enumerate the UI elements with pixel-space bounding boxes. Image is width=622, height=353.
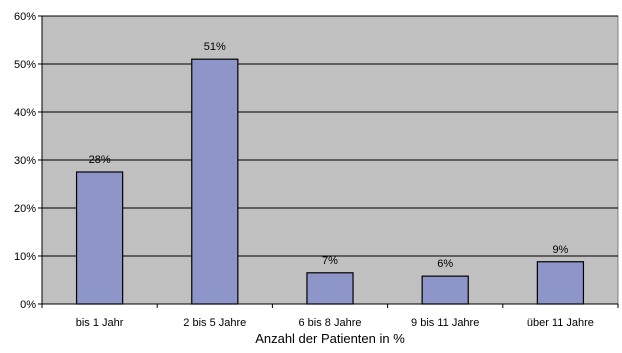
y-tick-label: 40% (14, 107, 36, 119)
bar (191, 58, 239, 305)
x-tick-label: 2 bis 5 Jahre (183, 317, 246, 329)
y-tick-label: 60% (14, 11, 36, 23)
bar (75, 171, 124, 305)
data-label: 51% (204, 41, 226, 53)
y-tick-label: 10% (14, 251, 36, 263)
x-axis-title: Anzahl der Patienten in % (255, 331, 405, 346)
data-label: 6% (437, 258, 453, 270)
data-label: 28% (89, 154, 111, 166)
x-tick-label: über 11 Jahre (527, 317, 594, 329)
x-axis: bis 1 Jahr 2 bis 5 Jahre 6 bis 8 Jahre 9 bi… (41, 303, 619, 329)
y-tick-label: 50% (14, 59, 36, 71)
x-tick-label: 6 bis 8 Jahre (299, 317, 362, 329)
y-tick-label: 30% (14, 155, 36, 167)
bar (306, 272, 354, 305)
y-tick-label: 0% (20, 299, 36, 311)
bar (421, 275, 469, 305)
y-axis: 0% 10% 20% 30% 40% 50% 60% (14, 11, 43, 311)
y-tick-label: 20% (14, 203, 36, 215)
x-tick-label: bis 1 Jahr (76, 317, 124, 329)
bar (536, 261, 585, 305)
data-label: 7% (322, 255, 338, 267)
data-label: 9% (552, 244, 568, 256)
data-labels: 28% 51% 7% 6% 9% (89, 41, 569, 270)
x-tick-label: 9 bis 11 Jahre (411, 317, 479, 329)
gridlines (42, 15, 618, 257)
bars (75, 58, 585, 305)
